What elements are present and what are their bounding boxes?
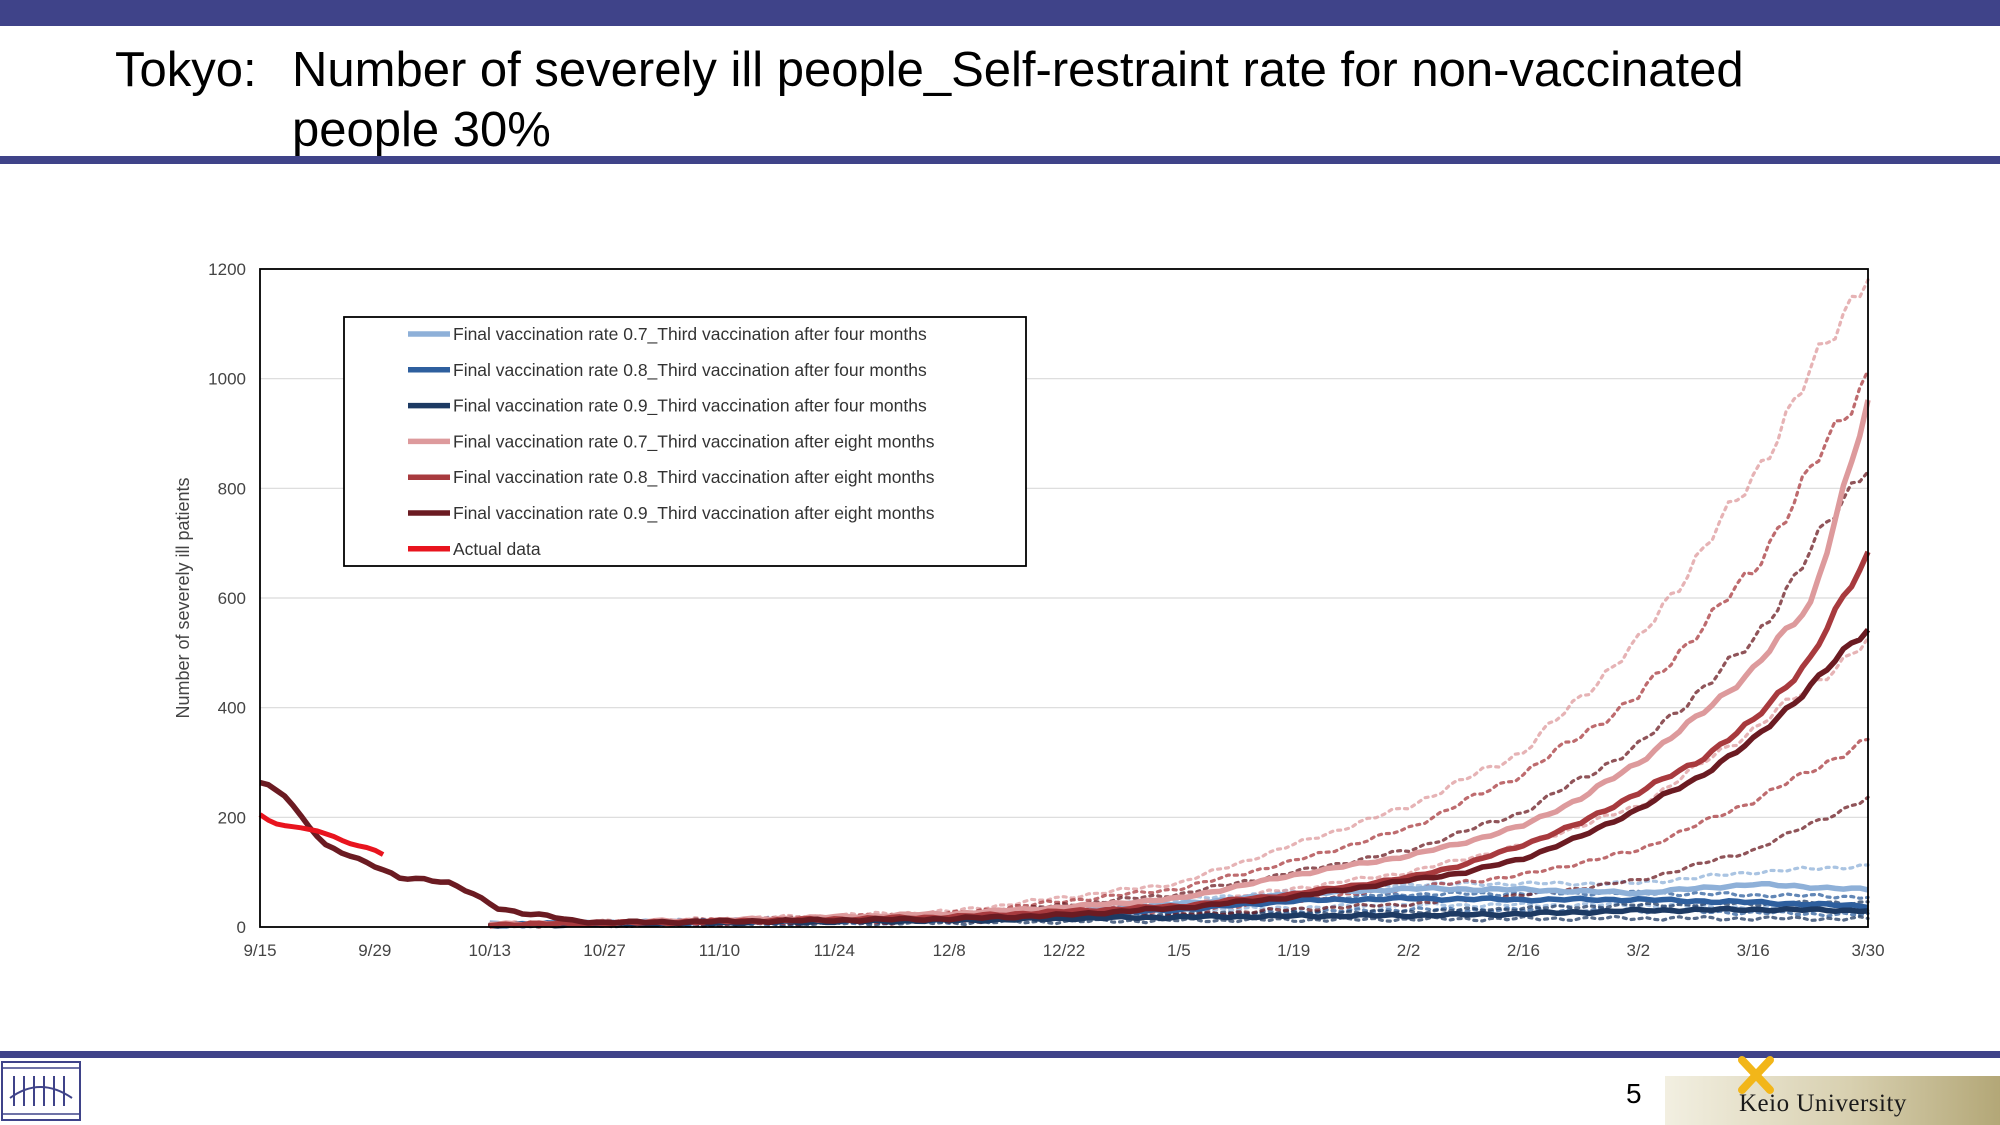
x-tick-label: 12/22: [1043, 941, 1086, 960]
x-tick-label: 10/13: [468, 941, 511, 960]
y-axis-title: Number of severely ill patients: [173, 477, 193, 718]
y-tick-label: 1000: [208, 370, 246, 389]
footer-divider: [0, 1051, 2000, 1058]
x-tick-label: 9/15: [243, 941, 276, 960]
legend-label: Final vaccination rate 0.8_Third vaccina…: [453, 467, 935, 488]
x-tick-label: 1/5: [1167, 941, 1191, 960]
legend-label: Final vaccination rate 0.7_Third vaccina…: [453, 431, 935, 452]
series-line: [259, 628, 1871, 927]
x-tick-label: 10/27: [583, 941, 626, 960]
x-tick-label: 11/10: [699, 941, 740, 960]
legend-label: Final vaccination rate 0.9_Third vaccina…: [453, 503, 935, 524]
x-tick-label: 1/19: [1277, 941, 1310, 960]
y-tick-label: 600: [218, 589, 246, 608]
legend-label: Final vaccination rate 0.7_Third vaccina…: [453, 324, 927, 345]
y-tick-label: 0: [237, 918, 246, 937]
keio-pen-logo-icon: [1738, 1056, 1774, 1094]
y-tick-label: 1200: [208, 260, 246, 279]
slide-title: Number of severely ill people_Self-restr…: [292, 43, 1744, 157]
legend-label: Actual data: [453, 539, 541, 559]
institute-logo: [1, 1061, 81, 1121]
x-tick-label: 3/2: [1626, 941, 1650, 960]
slide-title-prefix: Tokyo:: [115, 43, 257, 97]
y-tick-label: 200: [218, 808, 246, 827]
university-name: Keio University: [1739, 1090, 1907, 1117]
legend-box: [343, 316, 1027, 567]
x-tick-label: 3/30: [1851, 941, 1884, 960]
legend-label: Final vaccination rate 0.9_Third vaccina…: [453, 396, 927, 417]
plot-area-border: [259, 268, 1869, 928]
legend-label: Final vaccination rate 0.8_Third vaccina…: [453, 360, 927, 381]
y-tick-label: 400: [218, 699, 246, 718]
x-tick-label: 3/16: [1737, 941, 1770, 960]
x-tick-label: 2/2: [1397, 941, 1421, 960]
y-tick-label: 800: [218, 479, 246, 498]
x-tick-label: 12/8: [933, 941, 966, 960]
series-line: [258, 812, 385, 857]
keio-banner: Keio University: [1665, 1076, 2000, 1125]
page-number: 5: [1626, 1078, 1642, 1109]
title-divider: [0, 156, 2000, 164]
x-tick-label: 9/29: [358, 941, 391, 960]
x-tick-label: 2/16: [1507, 941, 1540, 960]
top-accent-bar: [0, 0, 2000, 26]
x-tick-label: 11/24: [814, 941, 855, 960]
